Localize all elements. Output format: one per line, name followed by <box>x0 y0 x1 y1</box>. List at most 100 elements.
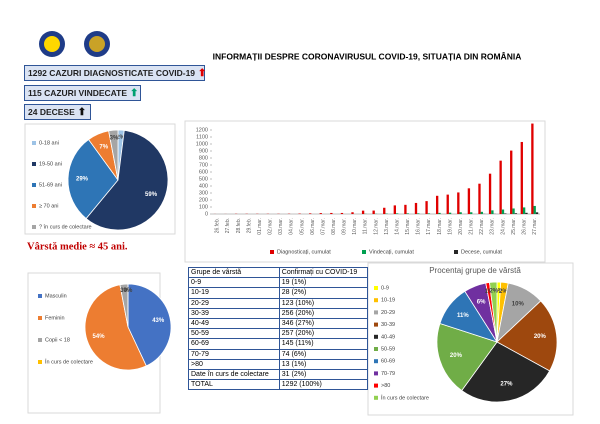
table-cell: 10-19 <box>188 287 280 299</box>
table-row: 70-79 74 (6%) <box>188 348 369 360</box>
x-tick-label: 27.feb. <box>225 218 231 233</box>
legend-swatch <box>38 338 42 342</box>
data-label: 10% <box>512 302 525 308</box>
legend-swatch <box>374 371 378 376</box>
bar <box>501 209 505 214</box>
table-row: 30-39 256 (20%) <box>188 307 369 319</box>
x-tick-label: 18.mar. <box>437 218 443 235</box>
bar <box>351 212 354 214</box>
x-tick-label: 01.mar. <box>257 218 263 235</box>
x-tick-label: 03.mar. <box>278 218 284 235</box>
legend-label: 51-69 ani <box>39 182 62 188</box>
bar <box>427 213 431 214</box>
legend-label: ≥ 70 ani <box>39 203 59 209</box>
legend-label: Vindecați, cumulat <box>369 249 414 255</box>
data-label: 43% <box>152 318 165 324</box>
bar <box>414 202 418 214</box>
data-label: 2% <box>499 289 508 295</box>
table-cell: 0-9 <box>188 277 280 289</box>
bar <box>499 160 502 214</box>
bar <box>488 173 492 214</box>
bar <box>438 212 441 214</box>
legend-swatch <box>38 360 42 364</box>
table-cell: 20-29 <box>188 297 280 309</box>
table-cell: 40-49 <box>188 317 280 330</box>
panel <box>367 262 574 416</box>
table-cell: 28 (2%) <box>278 287 369 299</box>
legend-swatch <box>270 250 274 254</box>
panel <box>184 120 546 263</box>
y-tick-label: 600 <box>199 169 208 175</box>
bar <box>457 192 460 214</box>
arrow-icon: ⬆ <box>130 88 139 99</box>
logo-inner <box>89 36 105 52</box>
x-tick-label: 29.feb. <box>246 218 252 233</box>
x-tick-label: 09.mar. <box>342 218 348 235</box>
table-cell: 1292 (100%) <box>278 379 369 391</box>
legend-label: Masculin <box>45 293 67 299</box>
bar <box>470 212 473 214</box>
legend-label: 0-18 ani <box>39 140 59 146</box>
bar <box>340 212 344 214</box>
bar <box>491 210 494 214</box>
table-cell: 31 (2%) <box>278 368 369 381</box>
pie-slice <box>461 341 551 403</box>
legend-swatch <box>374 383 378 388</box>
x-tick-label: 14.mar. <box>394 218 400 235</box>
legend-label: Feminin <box>45 315 65 321</box>
bar <box>372 210 375 214</box>
table-cell: 13 (1%) <box>278 358 369 370</box>
x-tick-label: 12.mar. <box>373 218 379 235</box>
table-cell: 346 (27%) <box>278 317 369 330</box>
x-tick-label: 27.mar. <box>532 218 538 235</box>
legend-swatch <box>32 141 36 145</box>
panel <box>24 123 176 235</box>
legend-label: Copii < 18 <box>45 337 70 343</box>
bar <box>319 213 322 214</box>
average-age: Vârstă medie ≈ 45 ani. <box>27 241 128 252</box>
data-label: 0% <box>124 288 133 294</box>
x-tick-label: 22.mar. <box>479 218 485 235</box>
data-label: 11% <box>457 313 469 319</box>
legend-swatch <box>374 298 378 303</box>
legend-label: ? în curs de colectare <box>39 224 92 230</box>
y-tick-label: 100 <box>199 204 208 210</box>
y-tick-label: 900 <box>199 148 208 154</box>
data-label: 54% <box>93 334 106 340</box>
bar <box>531 123 534 214</box>
x-tick-label: 26.feb. <box>215 218 221 233</box>
bar <box>309 213 312 214</box>
data-label: 2% <box>489 289 498 295</box>
pie-slice <box>108 129 119 181</box>
data-label: 6% <box>477 299 486 305</box>
bar <box>361 210 365 214</box>
stat-text: 115 CAZURI VINDECATE <box>28 88 128 98</box>
legend-label: Decese, cumulat <box>461 249 502 255</box>
legend-label: În curs de colectare <box>44 358 93 365</box>
pie-slice <box>127 283 172 367</box>
pie-slice <box>436 322 498 392</box>
x-tick-label: 07.mar. <box>320 218 326 235</box>
x-tick-label: 05.mar. <box>299 218 305 235</box>
bar <box>504 213 507 214</box>
bar <box>459 212 462 214</box>
legend-label: În curs de colectare <box>380 394 429 401</box>
x-tick-label: 11.mar. <box>363 218 369 234</box>
table-row: Grupe de vârstă Confirmați cu COVID-19 <box>188 266 369 279</box>
stat-box: 24 DECESE ⬆ <box>24 104 91 120</box>
legend-swatch <box>374 359 378 364</box>
table-cell: 19 (1%) <box>278 277 369 289</box>
pie-slice <box>489 281 498 343</box>
legend-swatch <box>362 250 366 254</box>
table-row: 20-29 123 (10%) <box>188 297 369 309</box>
table-cell: >80 <box>188 358 280 370</box>
data-label: 1% <box>494 289 503 295</box>
x-tick-label: 02.mar. <box>268 218 274 235</box>
table-row: 50-59 257 (20%) <box>188 328 369 340</box>
table-row: 0-9 19 (1%) <box>188 277 369 289</box>
x-tick-label: 19.mar. <box>447 218 453 235</box>
table-row: 10-19 28 (2%) <box>188 287 369 299</box>
y-tick-label: 1200 <box>196 127 208 133</box>
legend-swatch <box>32 183 36 187</box>
